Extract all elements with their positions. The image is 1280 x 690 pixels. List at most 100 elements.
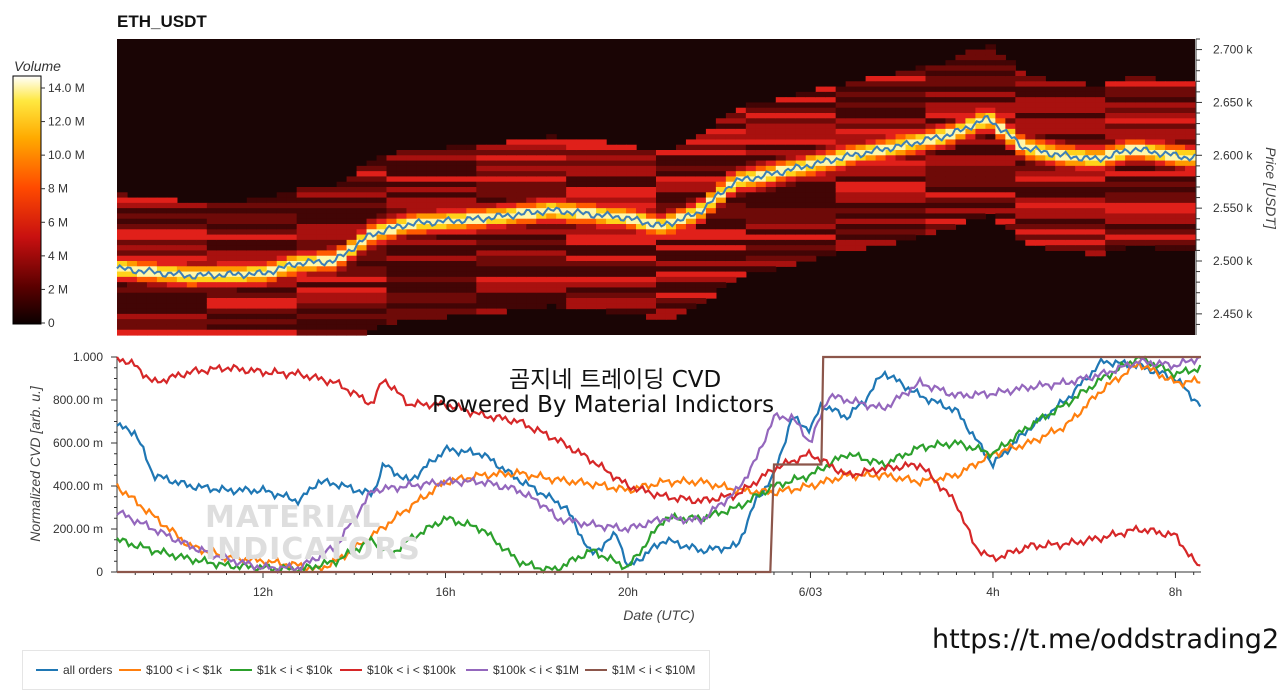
legend-item-1m-10m[interactable]: $1M < i < $10M bbox=[585, 663, 695, 677]
heatmap-cell bbox=[456, 308, 467, 315]
heatmap-cell bbox=[226, 313, 238, 320]
heatmap-cell bbox=[1025, 144, 1036, 151]
heatmap-cell bbox=[945, 97, 957, 104]
heatmap-cell bbox=[815, 197, 827, 204]
heatmap-cell bbox=[865, 160, 877, 167]
heatmap-cell bbox=[546, 187, 557, 193]
heatmap-y-title: Price [USDT] bbox=[1263, 147, 1279, 230]
heatmap-cell bbox=[1175, 224, 1186, 230]
heatmap-cell bbox=[126, 245, 138, 252]
heatmap-cell bbox=[1075, 128, 1086, 135]
heatmap-cell bbox=[206, 303, 218, 310]
heatmap-cell bbox=[496, 202, 507, 209]
heatmap-cell bbox=[206, 202, 218, 209]
telegram-link[interactable]: https://t.me/oddstrading2 bbox=[932, 624, 1280, 655]
heatmap-cell bbox=[875, 128, 887, 135]
heatmap-cell bbox=[1045, 81, 1056, 88]
heatmap-cell bbox=[136, 271, 148, 278]
heatmap-cell bbox=[735, 213, 747, 220]
heatmap-cell bbox=[356, 261, 368, 267]
heatmap-cell bbox=[845, 176, 857, 183]
heatmap-cell bbox=[1075, 229, 1086, 236]
heatmap-cell bbox=[626, 208, 637, 215]
heatmap-cell bbox=[1015, 113, 1026, 119]
heatmap-cell bbox=[206, 208, 218, 215]
heatmap-cell bbox=[745, 213, 757, 220]
heatmap-cell bbox=[955, 202, 967, 209]
heatmap-cell bbox=[965, 202, 977, 209]
heatmap-cell bbox=[785, 245, 797, 252]
heatmap-cell bbox=[186, 329, 198, 336]
heatmap-cell bbox=[1185, 102, 1196, 109]
heatmap-cell bbox=[146, 250, 158, 257]
heatmap-cell bbox=[216, 213, 228, 220]
heatmap-cell bbox=[985, 70, 996, 77]
heatmap-cell bbox=[685, 160, 697, 167]
heatmap-cell bbox=[675, 282, 687, 289]
legend-item-100-1k[interactable]: $100 < i < $1k bbox=[119, 663, 222, 677]
heatmap-cell bbox=[705, 271, 717, 278]
heatmap-cell bbox=[456, 245, 467, 252]
heatmap-cell bbox=[156, 292, 168, 299]
heatmap-cell bbox=[1025, 165, 1036, 172]
heatmap-cell bbox=[506, 160, 517, 167]
legend-item-10k-100k[interactable]: $10k < i < $100k bbox=[340, 663, 456, 677]
heatmap-cell bbox=[1085, 202, 1096, 209]
heatmap-cell bbox=[386, 266, 398, 273]
heatmap-cell bbox=[346, 276, 358, 283]
heatmap-cell bbox=[755, 192, 767, 199]
heatmap-cell bbox=[476, 255, 487, 262]
heatmap-cell bbox=[1125, 187, 1136, 193]
heatmap-cell bbox=[825, 155, 837, 162]
legend-item-1k-10k[interactable]: $1k < i < $10k bbox=[230, 663, 332, 677]
heatmap-cell bbox=[715, 261, 727, 267]
heatmap-cell bbox=[695, 255, 707, 262]
heatmap-cell bbox=[775, 192, 787, 199]
heatmap-cell bbox=[266, 208, 278, 215]
heatmap-cell bbox=[875, 171, 887, 178]
heatmap-cell bbox=[636, 261, 647, 267]
heatmap-cell bbox=[486, 234, 497, 241]
heatmap-cell bbox=[596, 171, 607, 178]
heatmap-cell bbox=[117, 229, 128, 236]
heatmap-cell bbox=[805, 97, 817, 104]
heatmap-cell bbox=[1025, 181, 1036, 188]
heatmap-cell bbox=[1135, 97, 1146, 104]
heatmap-cell bbox=[935, 134, 947, 141]
heatmap-cell bbox=[925, 187, 937, 193]
heatmap-cell bbox=[646, 192, 657, 199]
heatmap-cell bbox=[126, 255, 138, 262]
heatmap-cell bbox=[715, 118, 727, 125]
heatmap-cell bbox=[1105, 239, 1116, 246]
heatmap-cell bbox=[825, 218, 837, 225]
heatmap-cell bbox=[336, 187, 348, 193]
heatmap-cell bbox=[1145, 229, 1156, 236]
heatmap-cell bbox=[146, 287, 158, 294]
heatmap-cell bbox=[296, 218, 308, 225]
heatmap-cell bbox=[745, 176, 757, 183]
heatmap-cell bbox=[725, 113, 737, 119]
cvd-x-tick-label: 6/03 bbox=[799, 585, 823, 599]
heatmap-cell bbox=[476, 150, 487, 156]
heatmap-cell bbox=[656, 239, 667, 246]
heatmap-cell bbox=[416, 224, 428, 230]
heatmap-cell bbox=[506, 261, 517, 267]
heatmap-cell bbox=[586, 234, 597, 241]
heatmap-cell bbox=[516, 282, 527, 289]
heatmap-cell bbox=[546, 234, 557, 241]
heatmap-cell bbox=[636, 150, 647, 156]
heatmap-cell bbox=[556, 229, 567, 236]
heatmap-cell bbox=[885, 107, 897, 114]
heatmap-cell bbox=[855, 165, 867, 172]
legend-item-all-orders[interactable]: all orders bbox=[36, 663, 112, 677]
heatmap-cell bbox=[436, 229, 447, 236]
heatmap-cell bbox=[975, 97, 986, 104]
heatmap-cell bbox=[606, 208, 617, 215]
heatmap-cell bbox=[885, 102, 897, 109]
heatmap-cell bbox=[855, 218, 867, 225]
heatmap-cell bbox=[1015, 192, 1026, 199]
legend-item-100k-1m[interactable]: $100k < i < $1M bbox=[466, 663, 579, 677]
heatmap-cell bbox=[1165, 102, 1176, 109]
heatmap-cell bbox=[296, 239, 308, 246]
heatmap-cell bbox=[865, 123, 877, 130]
